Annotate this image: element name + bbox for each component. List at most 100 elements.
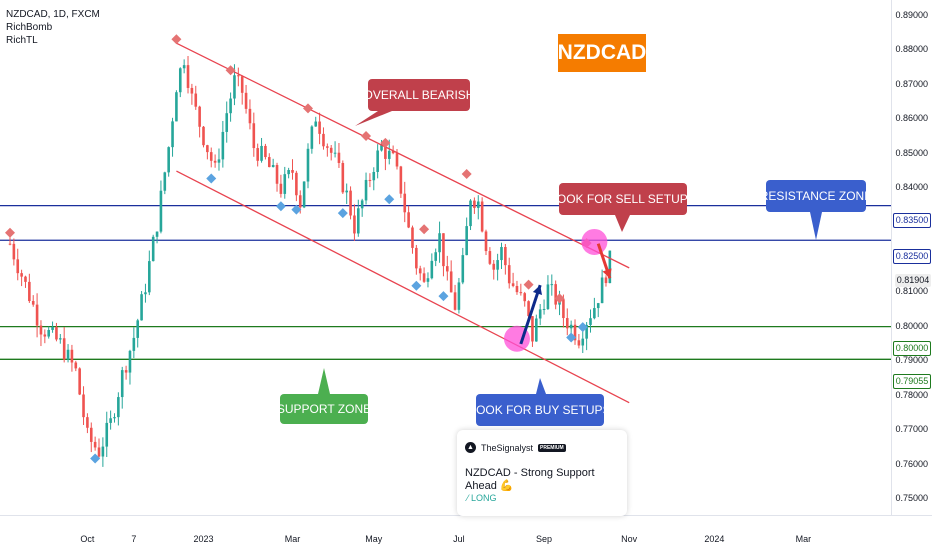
price-marker-800: 0.80000 <box>893 341 931 356</box>
candle-body <box>8 243 12 245</box>
candle-body <box>457 282 461 310</box>
candle-body <box>434 252 437 261</box>
chart-legend: NZDCAD, 1D, FXCM RichBomb RichTL <box>6 8 100 47</box>
candle-body <box>492 263 496 270</box>
candle-body <box>442 233 445 267</box>
y-tick-label: 0.80000 <box>895 320 928 331</box>
y-tick-label: 0.88000 <box>895 44 928 55</box>
candle-body <box>271 165 275 168</box>
y-tick-label: 0.75000 <box>895 493 928 504</box>
pivot-low-marker <box>577 322 588 333</box>
candle-body <box>175 92 178 122</box>
support-zone-callout: SUPPORT ZONE <box>277 394 371 424</box>
candle-body <box>484 231 488 252</box>
candle-body <box>97 447 101 457</box>
candle-body <box>291 170 294 173</box>
candle-body <box>407 212 410 228</box>
candle-body <box>213 160 217 163</box>
candle-body <box>608 250 612 284</box>
pivot-high-marker <box>171 34 182 45</box>
symbol-line: NZDCAD, 1D, FXCM <box>6 9 100 20</box>
candle-body <box>422 273 426 282</box>
candle-body <box>469 200 472 227</box>
candle-body <box>244 92 248 109</box>
x-tick-label: 2024 <box>704 534 725 544</box>
candle-body <box>411 227 414 248</box>
candle-body <box>202 126 205 146</box>
candle-body <box>132 337 136 351</box>
candle-body <box>372 171 376 181</box>
candle-body <box>163 172 167 191</box>
candle-body <box>39 325 43 335</box>
candle-body <box>314 121 318 127</box>
x-tick-label: May <box>365 534 383 544</box>
candle-body <box>302 181 306 208</box>
idea-direction: ⁄ LONG <box>467 493 497 503</box>
candle-body <box>86 417 89 428</box>
candle-body <box>565 318 569 329</box>
candle-body <box>298 195 302 208</box>
x-tick-label: 7 <box>131 534 137 544</box>
channel-lower-line <box>176 170 630 404</box>
candle-body <box>453 292 457 310</box>
indicator-richbomb[interactable]: RichBomb <box>6 22 53 33</box>
candle-body <box>225 113 229 132</box>
y-tick-label: 0.84000 <box>895 182 928 193</box>
candle-body <box>322 133 325 147</box>
candle-body <box>403 193 407 213</box>
candle-body <box>128 350 132 373</box>
x-tick-label: Sep <box>536 534 553 544</box>
candle-body <box>287 170 290 175</box>
y-tick-label: 0.79000 <box>895 355 928 366</box>
price-axis[interactable]: 0.89000 0.88000 0.87000 0.86000 0.85000 0.840… <box>891 0 932 515</box>
candle-body <box>577 340 581 346</box>
idea-card[interactable]: ▲ TheSignalyst PREMIUM NZDCAD - Strong S… <box>457 430 627 516</box>
premium-badge: PREMIUM <box>538 443 566 452</box>
candle-body <box>209 152 213 161</box>
pivot-high-marker <box>461 169 472 180</box>
y-tick-label: 0.87000 <box>895 78 928 89</box>
pivot-low-marker <box>206 173 217 184</box>
candle-body <box>93 441 97 448</box>
resistance-zone-callout: RESISTANCE ZONE <box>760 180 872 212</box>
candle-body <box>465 226 468 256</box>
candle-body <box>35 304 39 326</box>
idea-title[interactable]: NZDCAD - Strong Support Ahead 💪 <box>465 467 595 492</box>
pivot-low-marker <box>411 280 422 291</box>
pivot-high-marker <box>554 293 565 304</box>
sell-callout-pointer <box>615 215 630 232</box>
candle-body <box>237 75 240 77</box>
time-axis[interactable]: Oct 7 2023 Mar May Jul Sep Nov 2024 Mar <box>0 515 932 551</box>
candle-body <box>387 150 391 159</box>
pivot-low-marker <box>291 204 302 215</box>
candle-body <box>341 162 345 193</box>
pivot-low-marker <box>275 201 286 212</box>
idea-author[interactable]: TheSignalyst <box>481 442 534 453</box>
candle-body <box>391 150 395 154</box>
pivot-low-marker <box>90 453 101 464</box>
candle-body <box>329 147 333 153</box>
price-marker-835: 0.83500 <box>893 213 931 228</box>
candle-body <box>155 231 159 237</box>
symbol-title-badge: NZDCAD <box>558 34 646 72</box>
x-tick-label: Mar <box>284 534 301 544</box>
candle-body <box>74 362 78 369</box>
pivot-low-marker <box>566 332 577 343</box>
candle-body <box>538 309 542 319</box>
candle-body <box>198 106 201 127</box>
indicator-richtl[interactable]: RichTL <box>6 35 38 46</box>
author-logo-icon: ▲ <box>465 442 476 453</box>
x-tick-label: Nov <box>621 534 638 544</box>
candle-body <box>593 308 596 319</box>
candle-body <box>275 165 279 184</box>
candle-body <box>43 334 47 337</box>
y-tick-label: 0.85000 <box>895 147 928 158</box>
look-for-sell-callout: LOOK FOR SELL SETUPS <box>550 183 696 215</box>
candle-body <box>233 75 236 99</box>
pivot-low-marker <box>384 194 395 205</box>
candle-body <box>306 148 310 182</box>
candle-body <box>117 397 120 418</box>
candle-body <box>295 172 298 196</box>
highlight-circle <box>581 228 608 255</box>
